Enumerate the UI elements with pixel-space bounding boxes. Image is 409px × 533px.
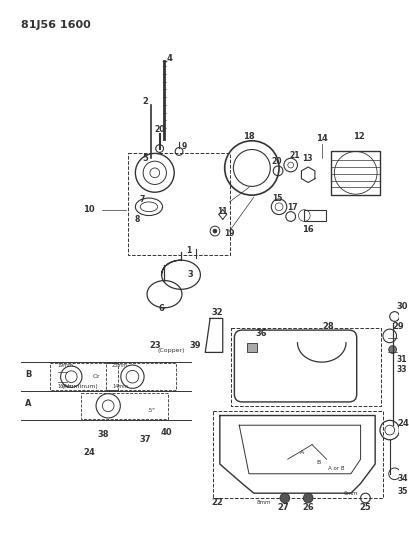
Text: 24: 24 bbox=[396, 419, 408, 428]
Text: 1: 1 bbox=[186, 246, 191, 255]
Text: 19: 19 bbox=[224, 229, 234, 238]
Text: 13: 13 bbox=[301, 154, 312, 163]
Circle shape bbox=[213, 229, 216, 233]
Text: (Copper): (Copper) bbox=[157, 348, 184, 353]
Text: 8mm: 8mm bbox=[256, 500, 270, 505]
Text: 6mm: 6mm bbox=[343, 491, 357, 496]
Bar bbox=[330, 151, 379, 195]
Text: 5: 5 bbox=[142, 154, 148, 163]
Bar bbox=[106, 363, 176, 390]
Text: B: B bbox=[316, 459, 320, 465]
Circle shape bbox=[388, 345, 396, 353]
Bar bbox=[230, 328, 380, 406]
Text: 36: 36 bbox=[255, 328, 267, 337]
Text: (Aluminum): (Aluminum) bbox=[61, 384, 98, 389]
Text: 33: 33 bbox=[396, 366, 406, 374]
Text: 23: 23 bbox=[148, 341, 160, 350]
Bar bbox=[246, 343, 256, 352]
Text: 31: 31 bbox=[396, 355, 406, 364]
Text: 29: 29 bbox=[392, 322, 403, 330]
Text: A or B: A or B bbox=[327, 466, 344, 471]
Text: 81J56 1600: 81J56 1600 bbox=[21, 20, 90, 30]
Text: 39: 39 bbox=[189, 341, 201, 350]
Text: 37: 37 bbox=[139, 435, 151, 445]
Text: 2: 2 bbox=[142, 98, 148, 107]
Text: .5": .5" bbox=[147, 408, 154, 413]
Bar bbox=[303, 209, 325, 221]
Text: 18: 18 bbox=[243, 132, 254, 141]
Text: 21: 21 bbox=[289, 151, 299, 160]
Text: Or: Or bbox=[92, 374, 100, 379]
Text: 25: 25 bbox=[359, 503, 371, 512]
Text: 7: 7 bbox=[139, 196, 145, 205]
Text: 40: 40 bbox=[160, 429, 172, 438]
Text: 14: 14 bbox=[315, 134, 327, 143]
Bar bbox=[50, 363, 118, 390]
Bar bbox=[213, 410, 382, 498]
Text: B: B bbox=[25, 370, 31, 379]
Circle shape bbox=[279, 493, 289, 503]
Text: 8: 8 bbox=[134, 215, 139, 224]
Text: 10: 10 bbox=[83, 205, 94, 214]
Bar bbox=[81, 393, 168, 419]
Text: 22: 22 bbox=[211, 498, 222, 507]
Text: A: A bbox=[25, 399, 32, 408]
Text: 4: 4 bbox=[166, 54, 172, 63]
Text: 26: 26 bbox=[301, 503, 313, 512]
Text: 23mm: 23mm bbox=[112, 362, 128, 368]
Text: 14mm: 14mm bbox=[112, 384, 128, 389]
Text: 9: 9 bbox=[182, 142, 187, 151]
Text: 17: 17 bbox=[287, 203, 297, 212]
Text: 6: 6 bbox=[158, 304, 164, 313]
Text: 35: 35 bbox=[396, 487, 407, 496]
Text: 12: 12 bbox=[352, 132, 364, 141]
Text: 16: 16 bbox=[301, 224, 313, 233]
Text: 27: 27 bbox=[276, 503, 288, 512]
Text: 20: 20 bbox=[270, 157, 281, 166]
Bar bbox=[127, 154, 229, 255]
Text: 16mm: 16mm bbox=[58, 384, 74, 389]
Text: 34: 34 bbox=[396, 474, 407, 483]
Text: 24: 24 bbox=[83, 448, 94, 457]
Text: 3: 3 bbox=[187, 270, 193, 279]
Circle shape bbox=[303, 493, 312, 503]
Text: 38: 38 bbox=[97, 431, 109, 439]
Text: 20: 20 bbox=[154, 125, 164, 134]
Text: 32: 32 bbox=[211, 308, 222, 317]
Text: 19mm: 19mm bbox=[58, 362, 73, 368]
Text: 30: 30 bbox=[396, 302, 407, 311]
Text: 28: 28 bbox=[322, 322, 334, 330]
Text: 11: 11 bbox=[217, 207, 227, 216]
Text: A: A bbox=[299, 450, 304, 455]
Text: 15: 15 bbox=[271, 193, 282, 203]
